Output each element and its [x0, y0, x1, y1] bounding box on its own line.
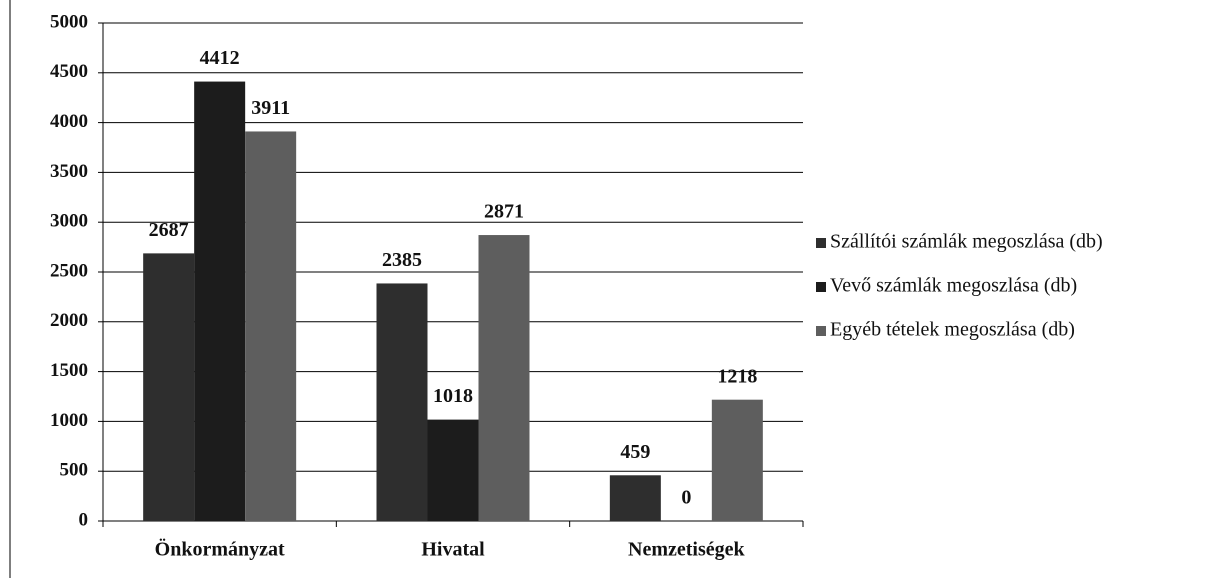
y-tick-label: 3000: [50, 211, 88, 232]
y-tick-label: 4000: [50, 111, 88, 132]
y-tick-label: 1000: [50, 410, 88, 431]
value-label: 1218: [717, 365, 757, 387]
bar: [609, 475, 661, 521]
bar: [376, 283, 428, 521]
x-tick-label: Önkormányzat: [155, 538, 285, 561]
legend-label: Egyéb tételek megoszlása (db): [830, 319, 1075, 341]
y-tick-label: 4500: [50, 61, 88, 82]
y-tick-label: 5000: [50, 11, 88, 32]
value-label: 2687: [149, 219, 189, 241]
value-label: 1018: [433, 385, 473, 407]
bar: [478, 235, 530, 521]
legend-label: Vevő számlák megoszlása (db): [830, 275, 1077, 297]
legend-swatch: [816, 282, 826, 292]
bar: [427, 419, 479, 521]
bar: [245, 131, 297, 521]
value-label: 4412: [200, 47, 240, 69]
y-tick-label: 2500: [50, 260, 88, 281]
x-tick-label: Hivatal: [421, 539, 485, 561]
value-label: 459: [620, 441, 650, 463]
bar: [194, 81, 246, 522]
y-tick-label: 2000: [50, 310, 88, 331]
x-tick-label: Nemzetiségek: [628, 539, 745, 561]
value-label: 2385: [382, 249, 422, 271]
legend-label: Szállítói számlák megoszlása (db): [830, 231, 1103, 253]
bar: [711, 399, 763, 521]
value-label: 0: [681, 487, 691, 509]
value-label: 3911: [251, 97, 290, 119]
legend-swatch: [816, 238, 826, 248]
y-tick-label: 1500: [50, 360, 88, 381]
legend-swatch: [816, 326, 826, 336]
y-tick-label: 3500: [50, 161, 88, 182]
y-tick-label: 500: [60, 460, 89, 481]
y-tick-label: 0: [79, 509, 89, 530]
value-label: 2871: [484, 201, 524, 223]
bar: [143, 253, 195, 521]
